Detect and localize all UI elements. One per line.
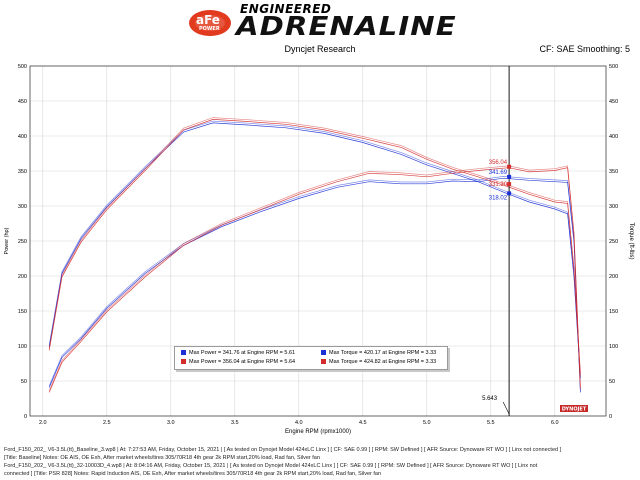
y-axis-label-right: Torque (ft-lbs) <box>628 222 634 259</box>
x-tick: 2.0 <box>39 420 47 426</box>
y-tick-left: 250 <box>18 239 27 245</box>
cursor-marker <box>507 174 512 179</box>
brand-banner: aFe POWER ENGINEERED ADRENALINE <box>186 2 456 42</box>
x-tick: 2.5 <box>103 420 111 426</box>
cursor-value-label: 356.04 <box>489 160 508 166</box>
series-line <box>48 165 581 391</box>
legend-item-mod-power: Max Power = 356.04 at Engine RPM = 5.64 <box>181 359 295 365</box>
series-line <box>48 117 581 374</box>
cursor-value-label: 331.30 <box>489 182 508 188</box>
cursor-pointer <box>502 401 510 415</box>
y-tick-right: 450 <box>609 99 618 105</box>
series-line <box>48 167 581 393</box>
run-notes-line: Ford_F150_202_ V6-3.5L(tt)_32-10003D_4.w… <box>4 463 538 469</box>
cursor-value-label: 341.69 <box>489 170 508 176</box>
brand-adrenaline: ADRENALINE <box>236 12 457 42</box>
svg-text:DYNOJET: DYNOJET <box>562 407 587 413</box>
y-tick-right: 300 <box>609 204 618 210</box>
series-line <box>48 122 581 379</box>
run-notes: Ford_F150_202_ V6-3.5L(tt)_Baseline_3.wp… <box>4 446 636 478</box>
y-tick-right: 400 <box>609 134 618 140</box>
y-tick-right: 350 <box>609 169 618 175</box>
legend-item-base-power: Max Power = 341.76 at Engine RPM = 5.61 <box>181 350 295 356</box>
series-line <box>48 176 581 391</box>
legend-label: Max Power = 356.04 at Engine RPM = 5.64 <box>189 359 296 365</box>
legend-label: Max Torque = 420.17 at Engine RPM = 3.33 <box>329 350 437 356</box>
x-tick: 3.0 <box>167 420 175 426</box>
legend-item-mod-torque: Max Torque = 424.82 at Engine RPM = 3.33 <box>321 359 436 365</box>
legend-swatch <box>181 359 186 364</box>
y-tick-right: 0 <box>609 414 612 420</box>
plot-frame <box>29 65 607 417</box>
y-tick-left: 350 <box>18 169 27 175</box>
cursor-rpm-label: 5.643 <box>482 396 498 402</box>
cursor-values: 356.04 341.69 331.30 318.02 <box>489 160 512 415</box>
series-line <box>48 119 581 375</box>
y-tick-left: 450 <box>18 99 27 105</box>
axis-ticks: 0 0 50 50 100 100 150 150 200 200 250 250 300 300 350 3… <box>18 64 618 426</box>
series-line <box>48 177 581 393</box>
legend-swatch <box>181 350 186 355</box>
afe-logo-graphic <box>189 10 231 36</box>
dynojet-logo: DYNOJET <box>560 405 588 413</box>
brand-engineered: ENGINEERED <box>240 2 332 16</box>
y-tick-right: 500 <box>609 64 618 70</box>
afe-logo-text: aFe <box>196 13 220 27</box>
series-line <box>48 120 581 377</box>
y-tick-left: 300 <box>18 204 27 210</box>
legend-label: Max Torque = 424.82 at Engine RPM = 3.33 <box>329 359 437 365</box>
legend-swatch <box>321 350 326 355</box>
legend-item-base-torque: Max Torque = 420.17 at Engine RPM = 3.33 <box>321 350 436 356</box>
y-tick-left: 200 <box>18 274 27 280</box>
y-tick-right: 150 <box>609 309 618 315</box>
y-tick-left: 500 <box>18 64 27 70</box>
afe-logo-sub: POWER <box>199 26 220 32</box>
chart-header-right: CF: SAE Smoothing: 5 <box>539 44 630 54</box>
y-tick-left: 100 <box>18 344 27 350</box>
y-axis-label-left: Power (hp) <box>4 227 10 254</box>
y-tick-right: 50 <box>609 379 615 385</box>
run-notes-line: connected ] [Title: PSR 828] Notes: Rapi… <box>4 471 382 477</box>
legend-label: Max Power = 341.76 at Engine RPM = 5.61 <box>189 350 296 356</box>
run-notes-line: [Title: Baseline] Notes: OE AIS, OE Exh,… <box>4 455 320 461</box>
y-tick-right: 200 <box>609 274 618 280</box>
x-tick: 3.5 <box>231 420 239 426</box>
run-notes-line: Ford_F150_202_ V6-3.5L(tt)_Baseline_3.wp… <box>4 447 562 453</box>
x-tick: 5.5 <box>487 420 495 426</box>
cursor-marker <box>507 164 512 169</box>
legend-swatch <box>321 359 326 364</box>
cursor-value-label: 318.02 <box>489 195 508 201</box>
y-tick-left: 150 <box>18 309 27 315</box>
cursor-marker <box>507 191 512 196</box>
cursor-marker <box>507 182 512 187</box>
y-tick-left: 400 <box>18 134 27 140</box>
afe-logo: aFe POWER <box>188 8 232 38</box>
x-tick: 6.0 <box>551 420 559 426</box>
y-tick-right: 250 <box>609 239 618 245</box>
y-tick-left: 0 <box>24 414 27 420</box>
x-axis-label: Engine RPM (rpmx1000) <box>285 429 351 435</box>
x-tick: 4.0 <box>295 420 303 426</box>
data-series <box>48 117 581 393</box>
y-tick-left: 50 <box>21 379 27 385</box>
x-tick: 5.0 <box>423 420 431 426</box>
chart-legend: Max Power = 341.76 at Engine RPM = 5.61 … <box>174 346 448 370</box>
x-tick: 4.5 <box>359 420 367 426</box>
chart-header-center: Dyncjet Research <box>284 44 356 54</box>
y-tick-right: 100 <box>609 344 618 350</box>
